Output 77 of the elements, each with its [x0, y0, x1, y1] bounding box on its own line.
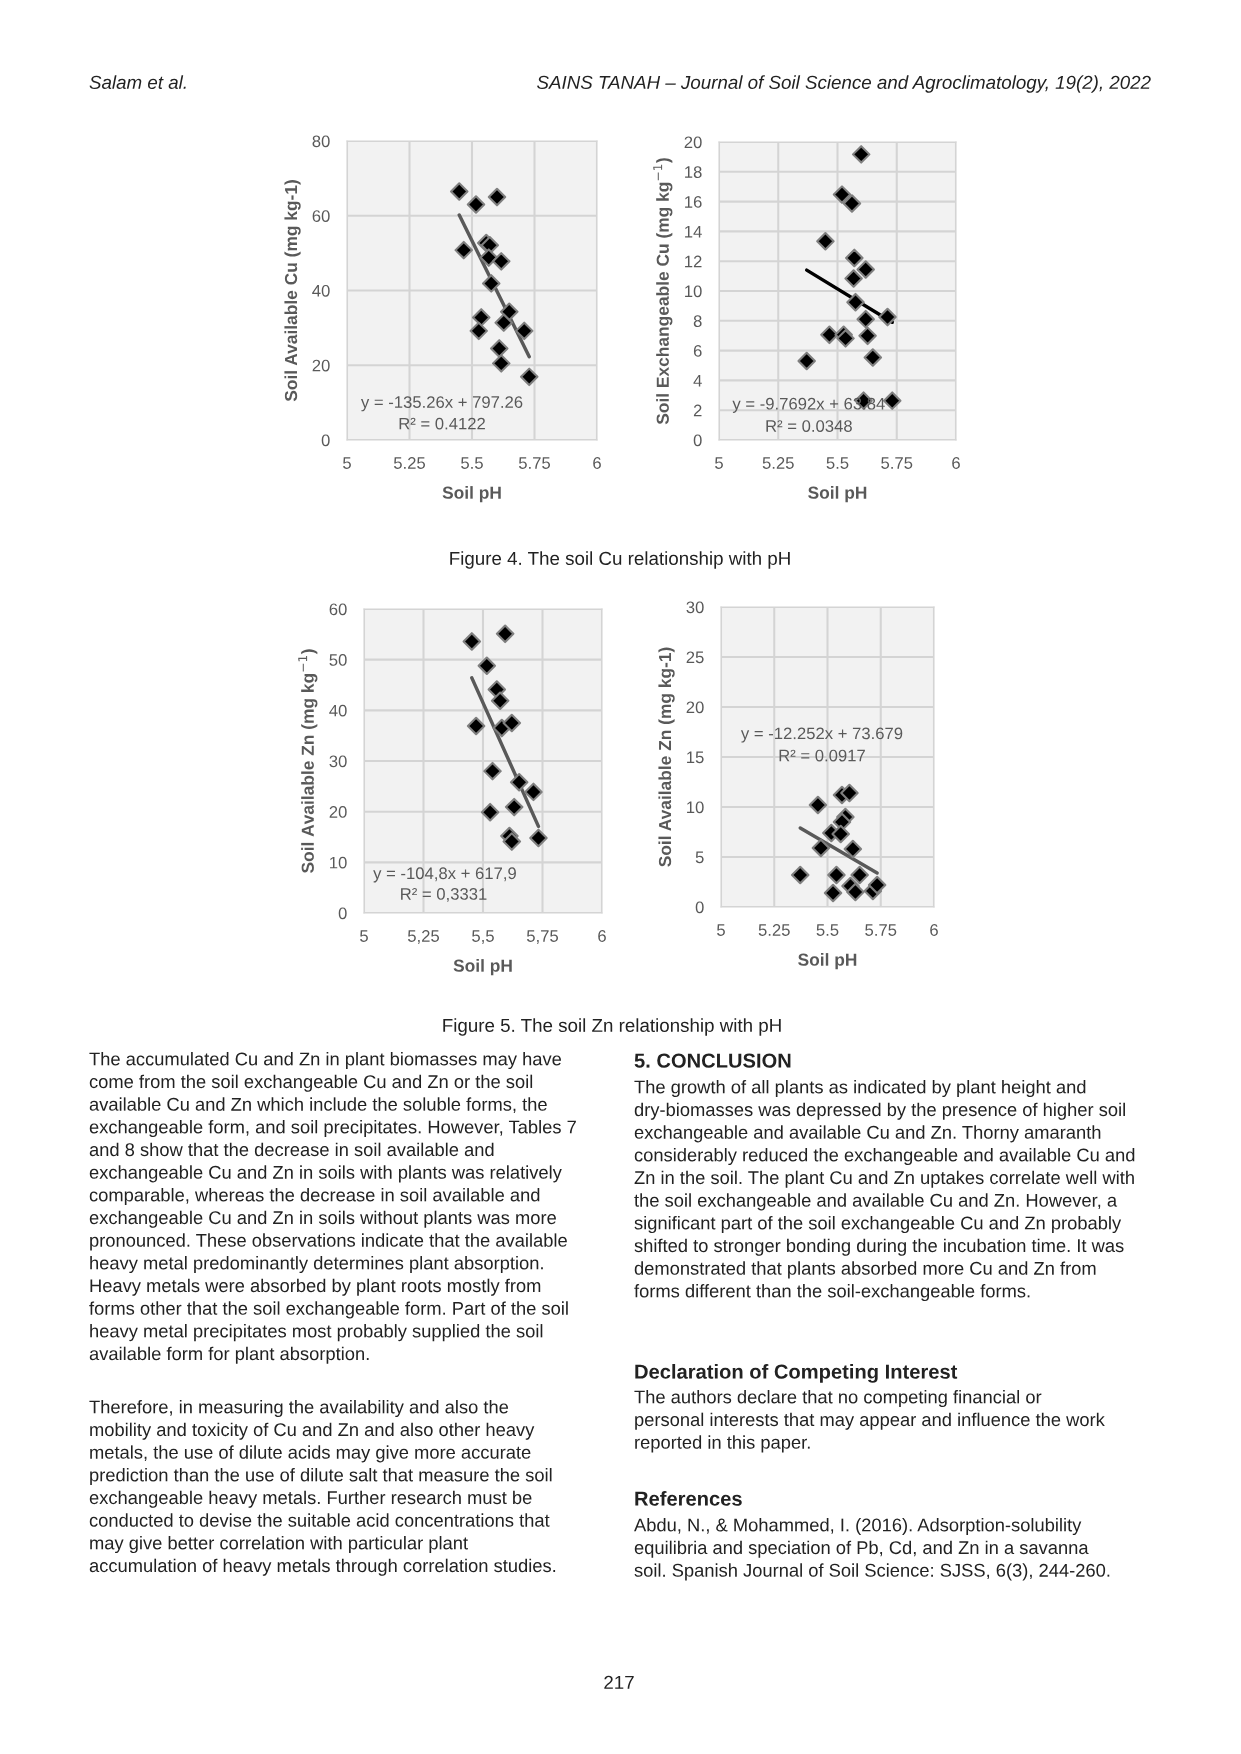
text: The authors declare that no competing financial or personal interests that may appear and influence the work reported in this paper.	[634, 1390, 1105, 1453]
annotation: y = -135.26x + 797.26	[360, 396, 523, 412]
x-tick-label: 5	[360, 930, 368, 942]
x-axis-title: Soil pH	[453, 959, 512, 976]
y-tick-label: 20	[686, 701, 704, 714]
y-axis-title: Soil Available Zn (mg kg$^{−1}$)	[298, 649, 318, 873]
y-tick-label: 20	[329, 806, 347, 818]
annotation: R² = 0.0348	[766, 420, 852, 432]
x-tick-label: 5.25	[758, 924, 790, 936]
annotation: R² = 0.4122	[399, 417, 485, 430]
caption: Figure 5. The soil Zn relationship with pH	[443, 1018, 781, 1036]
x-tick-label: 5.75	[881, 457, 913, 469]
text: References	[635, 1491, 742, 1506]
y-tick-label: 40	[312, 284, 330, 297]
y-axis-title: Soil Available Zn (mg kg-1)	[658, 647, 675, 867]
annotation: y = -12.252x + 73.679	[740, 727, 903, 743]
x-tick-label: 5,75	[526, 930, 559, 944]
annotation: R² = 0,3331	[401, 888, 487, 902]
x-tick-label: 5.5	[461, 457, 483, 469]
text: Salam et al.	[89, 75, 186, 90]
text: The accumulated Cu and Zn in plant biomasses may have come from the soil exchangeable Cu and Zn or the soil available Cu and Zn which include the soluble forms, the exchangeable form, and soil precipitates. However, Tables 7 and 8 show that the decrease in soil available and exchangeable Cu and Zn in soils with plants was relatively comparable, whereas the decrease in soil available and exchangeable Cu and Zn in soils without plants was more pronounced. These observations indicate that the available heavy metal predominantly determines plant absorption. Heavy metals were absorbed by plant roots mostly from forms other that the soil exchangeable form. Part of the soil heavy metal precipitates most probably supplied the soil available form for plant absorption.	[89, 1052, 576, 1364]
y-tick-label: 0	[693, 434, 702, 447]
y-tick-label: 15	[687, 751, 704, 764]
x-axis-title: Soil pH	[808, 486, 867, 503]
text: The growth of all plants as indicated by plant height and dry-biomasses was depressed by the presence of higher soil exchangeable and available Cu and Zn. Thorny amaranth considerably reduced the exchangeable and available Cu and Zn in the soil. The plant Cu and Zn uptakes correlate well with the soil exchangeable and available Cu and Zn. However, a significant part of the soil exchangeable Cu and Zn probably shifted to stronger bonding during the incubation time. It was demonstrated that plants absorbed more Cu and Zn from forms different than the soil-exchangeable forms.	[634, 1080, 1135, 1302]
y-tick-label: 6	[693, 345, 702, 357]
x-tick-label: 6	[593, 457, 601, 469]
y-axis-title: Soil Exchangeable Cu (mg kg$^{−1}$)	[653, 158, 673, 425]
text: Abdu, N., & Mohammed, I. (2016). Adsorption-solubility equilibria and speciation of Pb, Cd, and Zn in a savanna soil. Spanish Journal of Soil Science: SJSS, 6(3), 244-260.	[634, 1518, 1110, 1581]
y-tick-label: 14	[685, 225, 702, 238]
text: SAINS TANAH – Journal of Soil Science and Agroclimatology, 19(2), 2022	[537, 75, 1151, 93]
y-tick-label: 0	[695, 901, 704, 914]
text: Therefore, in measuring the availability and also the mobility and toxicity of Cu and Zn and also other heavy metals, the use of dilute acids may give more accurate prediction than the use of dilute salt that measure the soil exchangeable heavy metals. Further research must be conducted to devise the suitable acid concentrations that may give better correlation with particular plant accumulation of heavy metals through correlation studies.	[89, 1400, 556, 1576]
y-tick-label: 16	[685, 196, 702, 208]
x-axis-title: Soil pH	[442, 486, 501, 503]
y-tick-label: 5	[695, 851, 704, 864]
x-tick-label: 5,25	[407, 930, 440, 944]
y-tick-label: 20	[312, 359, 330, 372]
text: 217	[604, 1675, 634, 1689]
x-tick-label: 5.25	[762, 457, 794, 469]
x-tick-label: 5	[717, 924, 725, 936]
x-tick-label: 5.75	[865, 924, 897, 936]
y-tick-label: 50	[329, 654, 347, 666]
y-tick-label: 30	[329, 755, 347, 768]
annotation: R² = 0.0917	[779, 749, 865, 762]
text: 5. CONCLUSION	[634, 1053, 791, 1068]
x-tick-label: 5.25	[393, 457, 426, 469]
annotation: y = -104,8x + 617,9	[373, 867, 516, 883]
x-tick-label: 5.5	[816, 924, 839, 936]
x-tick-label: 6	[598, 930, 606, 942]
y-tick-label: 60	[312, 210, 330, 222]
y-tick-label: 2	[693, 404, 702, 417]
y-tick-label: 80	[312, 135, 330, 148]
x-tick-label: 6	[930, 924, 938, 936]
y-tick-label: 10	[330, 856, 347, 869]
y-tick-label: 0	[338, 907, 347, 920]
y-tick-label: 0	[321, 434, 330, 447]
y-tick-label: 20	[684, 136, 702, 149]
y-tick-label: 10	[687, 801, 704, 814]
x-tick-label: 6	[952, 457, 960, 469]
y-tick-label: 30	[686, 601, 704, 614]
caption: Figure 4. The soil Cu relationship with pH	[450, 551, 790, 569]
y-tick-label: 60	[329, 603, 347, 616]
y-tick-label: 4	[693, 374, 702, 387]
x-tick-label: 5.5	[826, 457, 849, 469]
y-tick-label: 10	[685, 285, 702, 298]
y-tick-label: 8	[693, 315, 702, 327]
y-tick-label: 18	[685, 166, 702, 178]
y-axis-title: Soil Available Cu (mg kg-1)	[284, 180, 301, 402]
x-tick-label: 5.75	[518, 457, 551, 469]
y-tick-label: 25	[686, 651, 704, 664]
x-tick-label: 5,5	[472, 930, 494, 944]
text: Declaration of Competing Interest	[635, 1364, 958, 1383]
x-axis-title: Soil pH	[798, 953, 857, 970]
y-tick-label: 40	[329, 704, 347, 717]
x-tick-label: 5	[715, 457, 723, 469]
y-tick-label: 12	[685, 255, 702, 268]
